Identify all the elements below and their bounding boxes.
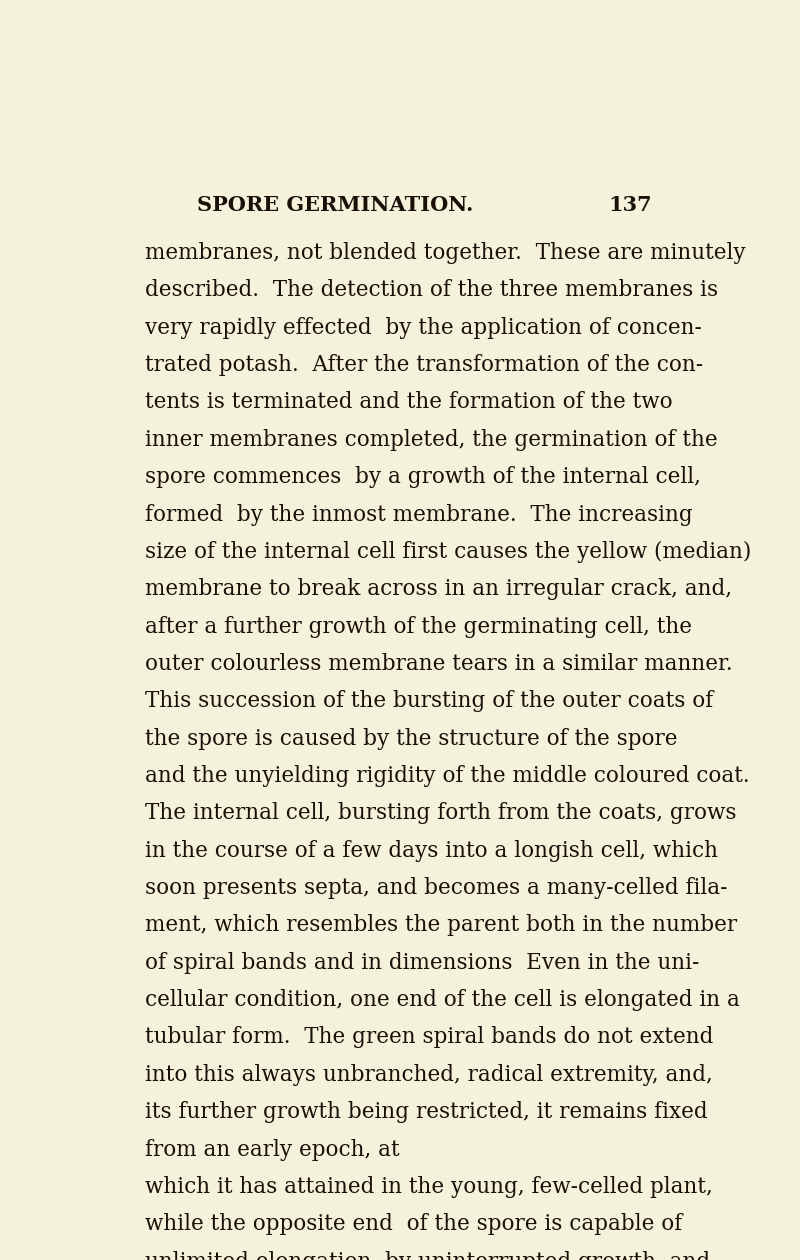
Text: tubular form.  The green spiral bands do not extend: tubular form. The green spiral bands do … xyxy=(145,1027,713,1048)
Text: outer colourless membrane tears in a similar manner.: outer colourless membrane tears in a sim… xyxy=(145,653,732,675)
Text: membrane to break across in an irregular crack, and,: membrane to break across in an irregular… xyxy=(145,578,732,600)
Text: from an early epoch, at: from an early epoch, at xyxy=(145,1139,406,1160)
Text: which it has attained in the young, few-celled plant,: which it has attained in the young, few-… xyxy=(145,1176,712,1198)
Text: described.  The detection of the three membranes is: described. The detection of the three me… xyxy=(145,280,718,301)
Text: tents is terminated and the formation of the two: tents is terminated and the formation of… xyxy=(145,392,672,413)
Text: while the opposite end  of the spore is capable of: while the opposite end of the spore is c… xyxy=(145,1213,682,1235)
Text: the spore is caused by the structure of the spore: the spore is caused by the structure of … xyxy=(145,728,677,750)
Text: into this always unbranched, radical extremity, and,: into this always unbranched, radical ext… xyxy=(145,1063,712,1086)
Text: spore commences  by a growth of the internal cell,: spore commences by a growth of the inter… xyxy=(145,466,701,488)
Text: in the course of a few days into a longish cell, which: in the course of a few days into a longi… xyxy=(145,839,718,862)
Text: size of the internal cell first causes the yellow (median): size of the internal cell first causes t… xyxy=(145,541,751,563)
Text: inner membranes completed, the germination of the: inner membranes completed, the germinati… xyxy=(145,428,718,451)
Text: soon presents septa, and becomes a many-celled fila-: soon presents septa, and becomes a many-… xyxy=(145,877,727,900)
Text: trated potash.  After the transformation of the con-: trated potash. After the transformation … xyxy=(145,354,702,377)
Text: 137: 137 xyxy=(608,194,652,214)
Text: unlimited elongation, by uninterrupted growth, and: unlimited elongation, by uninterrupted g… xyxy=(145,1251,710,1260)
Text: The internal cell, bursting forth from the coats, grows: The internal cell, bursting forth from t… xyxy=(145,803,736,824)
Text: after a further growth of the germinating cell, the: after a further growth of the germinatin… xyxy=(145,616,692,638)
Text: This succession of the bursting of the outer coats of: This succession of the bursting of the o… xyxy=(145,690,713,712)
Text: formed  by the inmost membrane.  The increasing: formed by the inmost membrane. The incre… xyxy=(145,504,692,525)
Text: membranes, not blended together.  These are minutely: membranes, not blended together. These a… xyxy=(145,242,746,265)
Text: cellular condition, one end of the cell is elongated in a: cellular condition, one end of the cell … xyxy=(145,989,739,1011)
Text: SPORE GERMINATION.: SPORE GERMINATION. xyxy=(198,194,474,214)
Text: its further growth being restricted, it remains fixed: its further growth being restricted, it … xyxy=(145,1101,707,1123)
Text: ment, which resembles the parent both in the number: ment, which resembles the parent both in… xyxy=(145,915,737,936)
Text: very rapidly effected  by the application of concen-: very rapidly effected by the application… xyxy=(145,316,702,339)
Text: and the unyielding rigidity of the middle coloured coat.: and the unyielding rigidity of the middl… xyxy=(145,765,750,788)
Text: of spiral bands and in dimensions  Even in the uni-: of spiral bands and in dimensions Even i… xyxy=(145,951,699,974)
